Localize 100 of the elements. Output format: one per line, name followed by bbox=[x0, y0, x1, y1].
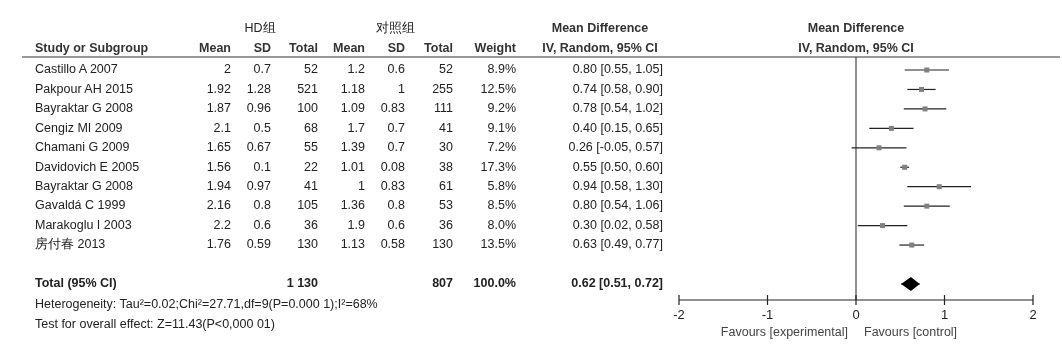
text: 61 bbox=[439, 179, 453, 193]
text: 8.5% bbox=[487, 198, 516, 213]
x-tick-label: 2 bbox=[1029, 307, 1037, 323]
text: 30 bbox=[439, 140, 453, 155]
text: 52 bbox=[304, 62, 318, 77]
text: 0.08 bbox=[380, 159, 405, 174]
text: 对照组 bbox=[375, 21, 415, 36]
text: 1.01 bbox=[340, 159, 365, 174]
text: 1.94 bbox=[206, 179, 231, 193]
text: 41 bbox=[304, 179, 318, 193]
text: 0.6 bbox=[387, 217, 405, 232]
text: 1 130 bbox=[286, 276, 318, 291]
text: 0.59 bbox=[246, 237, 271, 252]
chart-subtitle: IV, Random, 95% CI bbox=[798, 41, 914, 56]
category-label: Study or Subgroup bbox=[35, 41, 149, 56]
text: 7.2% bbox=[487, 140, 516, 155]
text: 807 bbox=[432, 276, 453, 291]
text: 1.2 bbox=[347, 62, 365, 77]
text: 1.7 bbox=[347, 120, 365, 135]
text: 0.30 [0.02, 0.58] bbox=[572, 217, 663, 232]
x-tick-label: -1 bbox=[761, 307, 774, 323]
text: 1.65 bbox=[206, 140, 231, 155]
text: 1.28 bbox=[246, 81, 271, 96]
text: 2.1 bbox=[213, 120, 231, 135]
text: 1.39 bbox=[340, 140, 365, 155]
text: 0.7 bbox=[387, 140, 405, 155]
text: 0.6 bbox=[387, 62, 405, 77]
text: 130 bbox=[297, 237, 318, 252]
category-label: SD bbox=[387, 41, 405, 56]
text: 1.13 bbox=[340, 237, 365, 252]
text: 9.2% bbox=[487, 101, 516, 116]
text: 41 bbox=[439, 120, 453, 135]
text: 68 bbox=[304, 120, 318, 135]
chart-title: Mean Difference bbox=[807, 21, 905, 36]
x-tick-label: -2 bbox=[673, 307, 685, 323]
text: 255 bbox=[432, 81, 453, 96]
text: 36 bbox=[304, 217, 318, 232]
text: 17.3% bbox=[480, 159, 516, 174]
text: 0.96 bbox=[246, 101, 271, 116]
text: Test for overall effect: Z=11.43(P<0,000 01) bbox=[35, 317, 275, 332]
text: 1 bbox=[398, 81, 405, 96]
category-label: IV, Random, 95% CI bbox=[542, 41, 658, 56]
category-label: Chamani G 2009 bbox=[35, 140, 130, 155]
text: Mean Difference bbox=[551, 21, 649, 36]
text: 2 bbox=[224, 62, 231, 77]
text: 1.92 bbox=[206, 81, 231, 96]
text: 0.55 [0.50, 0.60] bbox=[572, 159, 663, 174]
text: 0.62 [0.51, 0.72] bbox=[571, 276, 663, 291]
text: 9.1% bbox=[487, 120, 516, 135]
category-label: Bayraktar G 2008 bbox=[35, 101, 133, 116]
text: 0.80 [0.55, 1.05] bbox=[572, 62, 663, 77]
text: 1 bbox=[358, 179, 365, 193]
category-label: Marakoglu I 2003 bbox=[35, 217, 132, 232]
x-tick-label: 1 bbox=[940, 307, 949, 323]
text: 100.0% bbox=[473, 276, 516, 291]
x-tick-label: 0 bbox=[852, 307, 860, 323]
text: 0.80 [0.54, 1.06] bbox=[572, 198, 663, 213]
text: 0.8 bbox=[387, 198, 405, 213]
text: 0.7 bbox=[253, 62, 271, 77]
category-label: 房付春 2013 bbox=[35, 237, 106, 252]
category-label: Pakpour AH 2015 bbox=[35, 81, 133, 96]
text: 36 bbox=[439, 217, 453, 232]
text: HD组 bbox=[244, 21, 276, 36]
text: 53 bbox=[439, 198, 453, 213]
text: 1.18 bbox=[340, 81, 365, 96]
text: Heterogeneity: Tau²=0.02;Chi²=27.71,df=9(P=0.000 1);I²=68% bbox=[35, 297, 378, 312]
text: 1.36 bbox=[340, 198, 365, 213]
text: Favours [experimental] bbox=[720, 325, 848, 340]
category-label: Cengiz MI 2009 bbox=[35, 120, 123, 135]
text: 0.40 [0.15, 0.65] bbox=[572, 120, 663, 135]
text: 2.2 bbox=[213, 217, 231, 232]
text: 52 bbox=[439, 62, 453, 77]
text: 0.6 bbox=[253, 217, 271, 232]
text: 13.5% bbox=[480, 237, 516, 252]
text: 100 bbox=[297, 101, 318, 116]
category-label: Total bbox=[289, 41, 318, 56]
text: 111 bbox=[433, 101, 453, 116]
text: 0.63 [0.49, 0.77] bbox=[572, 237, 663, 252]
text: 105 bbox=[297, 198, 318, 213]
text: 0.5 bbox=[253, 120, 271, 135]
text: 8.9% bbox=[487, 62, 516, 77]
category-label: Gavaldá C 1999 bbox=[35, 198, 126, 213]
text: 0.8 bbox=[253, 198, 271, 213]
text: 55 bbox=[304, 140, 318, 155]
text: 1.87 bbox=[206, 101, 231, 116]
category-label: Bayraktar G 2008 bbox=[35, 179, 133, 193]
text: 0.67 bbox=[246, 140, 271, 155]
text: 0.7 bbox=[387, 120, 405, 135]
text: Favours [control] bbox=[864, 325, 958, 340]
text: 1.9 bbox=[347, 217, 365, 232]
text: 521 bbox=[297, 81, 318, 96]
text: 0.1 bbox=[253, 159, 271, 174]
text: 2.16 bbox=[206, 198, 231, 213]
category-label: Total bbox=[424, 41, 453, 56]
category-label: Castillo A 2007 bbox=[35, 62, 118, 77]
text: 5.8% bbox=[487, 179, 516, 193]
text: 0.83 bbox=[380, 179, 405, 193]
category-label: Davidovich E 2005 bbox=[35, 159, 140, 174]
category-label: Mean bbox=[333, 41, 365, 56]
text: 1.09 bbox=[340, 101, 365, 116]
